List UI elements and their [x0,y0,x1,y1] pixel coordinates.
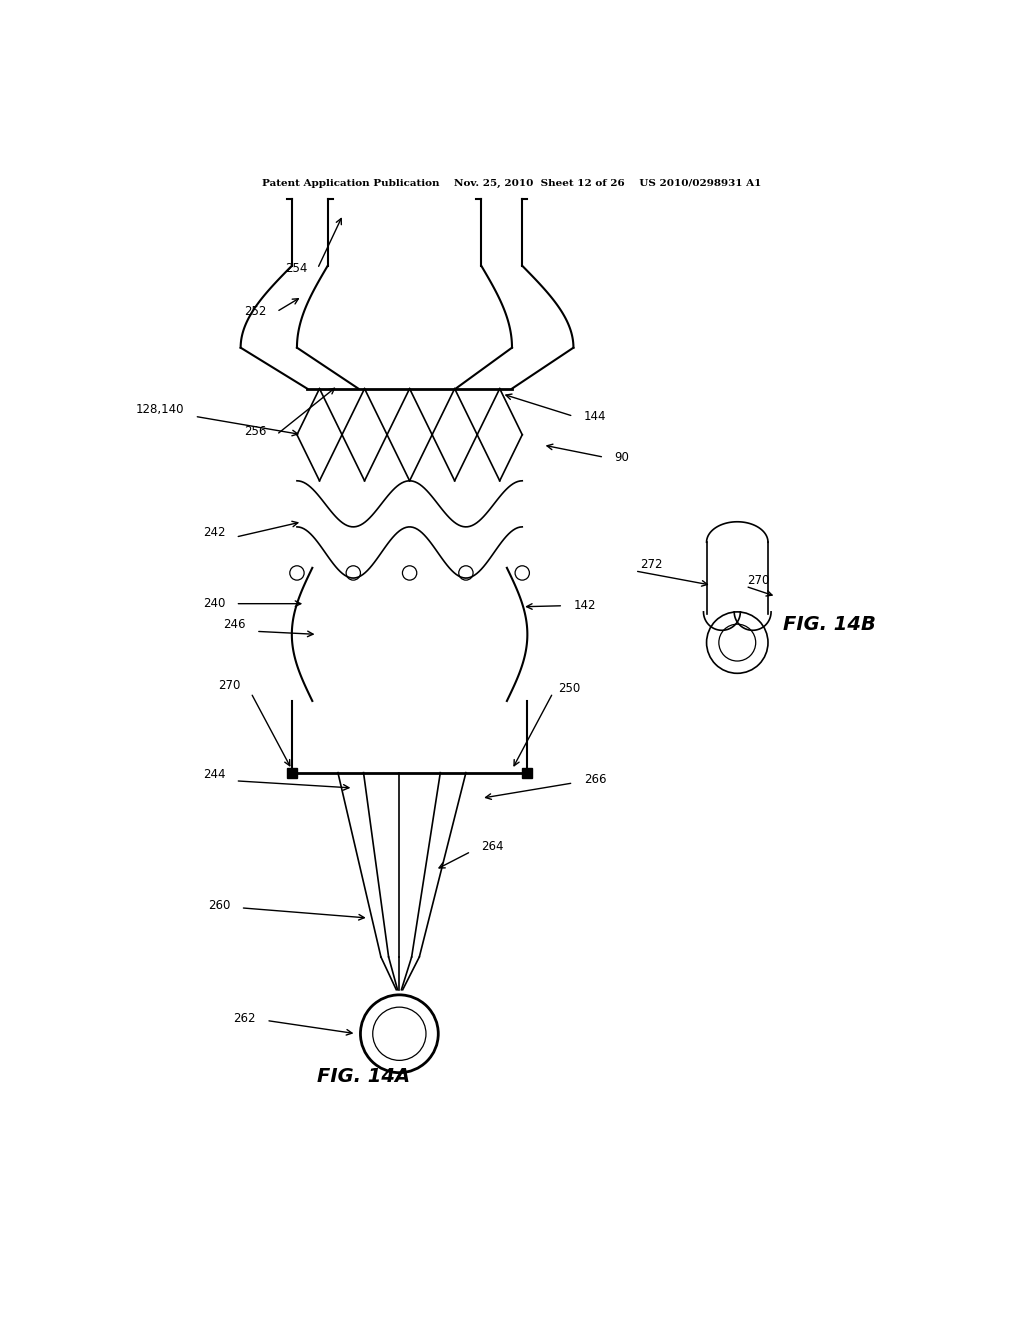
Text: 240: 240 [203,597,225,610]
Text: 266: 266 [584,774,606,787]
Text: 256: 256 [244,425,266,438]
Text: 144: 144 [584,409,606,422]
Text: 270: 270 [218,678,241,692]
Text: 242: 242 [203,525,225,539]
Text: 270: 270 [748,574,770,586]
Polygon shape [287,767,297,777]
Text: 254: 254 [285,263,307,276]
Text: 90: 90 [614,450,630,463]
Text: 252: 252 [244,305,266,318]
Text: 264: 264 [481,840,504,853]
Text: 272: 272 [640,558,663,572]
Text: 262: 262 [233,1012,256,1024]
Text: Patent Application Publication    Nov. 25, 2010  Sheet 12 of 26    US 2010/02989: Patent Application Publication Nov. 25, … [262,180,762,189]
Text: 260: 260 [208,899,230,912]
Polygon shape [522,767,532,777]
Text: 142: 142 [573,599,596,612]
Text: 128,140: 128,140 [136,403,184,416]
Text: FIG. 14A: FIG. 14A [317,1068,410,1086]
Text: 246: 246 [223,618,246,631]
Text: 250: 250 [558,682,581,696]
Text: 244: 244 [203,768,225,781]
Text: FIG. 14B: FIG. 14B [783,615,876,634]
